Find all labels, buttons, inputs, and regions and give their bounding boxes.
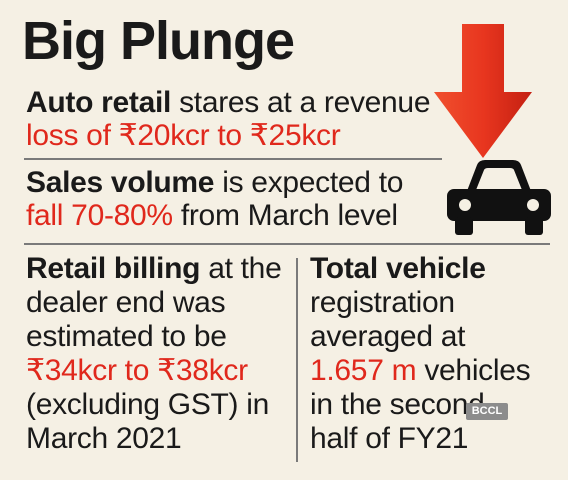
vehicle-registration-line-2: registration	[310, 286, 455, 319]
vehicle-registration-line-3: averaged at	[310, 320, 466, 353]
column-divider	[296, 258, 298, 462]
vehicle-registration-text-4: vehicles	[416, 354, 531, 387]
retail-billing-line-2: dealer end was	[26, 286, 226, 319]
revenue-loss-value: loss of ₹20kcr to ₹25kcr	[26, 119, 341, 152]
sales-volume-line-2: fall 70-80% from March level	[26, 199, 398, 233]
sales-volume-label: Sales volume	[26, 166, 215, 199]
auto-retail-line-1: Auto retail stares at a revenue	[26, 86, 431, 120]
vehicle-registration-value: 1.657 m	[310, 354, 417, 387]
retail-billing-column: Retail billing at the dealer end was est…	[26, 252, 282, 456]
vehicle-registration-column: Total vehicle registration averaged at 1…	[310, 252, 531, 456]
retail-billing-label: Retail billing	[26, 252, 201, 285]
sales-volume-line-1: Sales volume is expected to	[26, 166, 403, 200]
retail-billing-line-3: estimated to be	[26, 320, 227, 353]
auto-retail-label: Auto retail	[26, 86, 172, 119]
vehicle-registration-line-4: 1.657 m vehicles	[310, 354, 531, 388]
retail-billing-line-1: Retail billing at the	[26, 252, 282, 286]
section-divider-1	[24, 158, 442, 160]
section-divider-2	[24, 243, 550, 245]
page-title: Big Plunge	[22, 11, 295, 71]
retail-billing-line-5: (excluding GST) in	[26, 388, 270, 421]
sales-drop-text: from March level	[172, 199, 398, 232]
sales-volume-text: is expected to	[214, 166, 404, 199]
sales-drop-value: fall 70-80%	[26, 199, 173, 232]
down-arrow-icon	[434, 24, 532, 158]
retail-billing-value: ₹34kcr to ₹38kcr	[26, 354, 248, 387]
vehicle-registration-line-5: in the second	[310, 388, 485, 421]
bccl-watermark: BCCL	[466, 403, 508, 420]
retail-billing-line-6: March 2021	[26, 422, 182, 455]
vehicle-registration-label: Total vehicle	[310, 252, 486, 285]
vehicle-registration-line-1: Total vehicle	[310, 252, 530, 286]
car-icon	[447, 160, 551, 235]
vehicle-registration-line-6: half of FY21	[310, 422, 469, 455]
retail-billing-text-1: at the	[200, 252, 282, 285]
auto-retail-text: stares at a revenue	[171, 86, 431, 119]
